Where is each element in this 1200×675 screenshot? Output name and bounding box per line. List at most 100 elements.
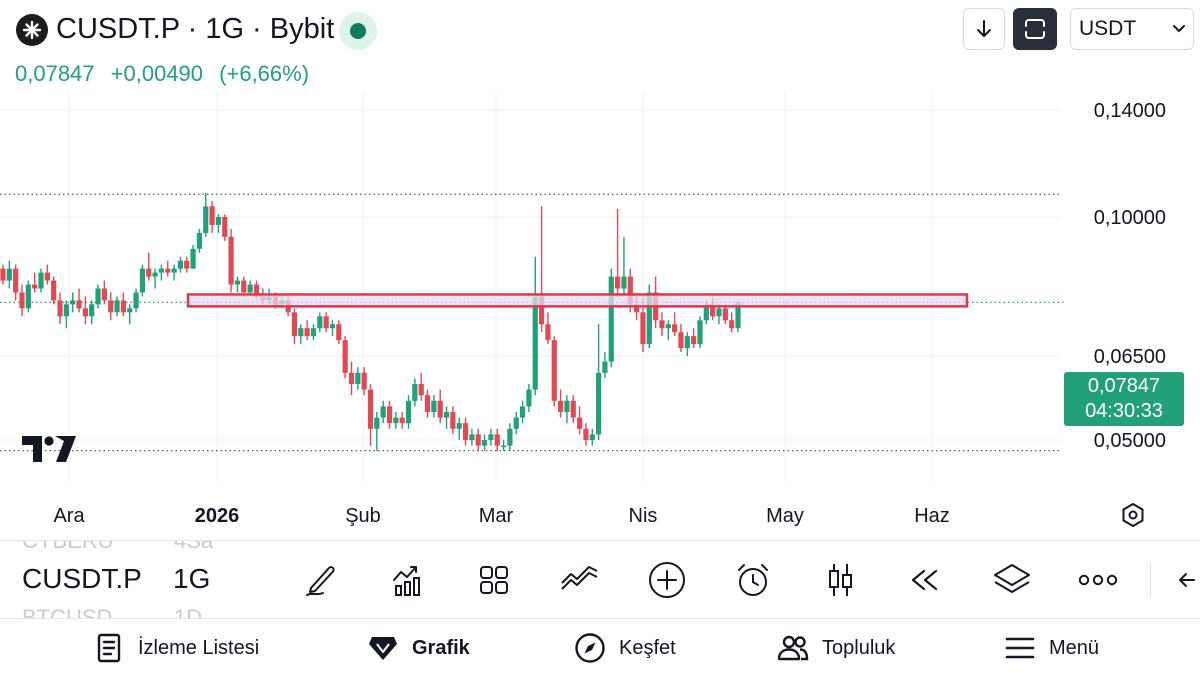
candle-body — [589, 434, 595, 440]
candle-body — [203, 206, 209, 233]
zone-rectangle[interactable] — [186, 293, 969, 308]
candle-body — [222, 217, 228, 237]
candle-body — [640, 312, 646, 345]
candle — [101, 280, 107, 305]
candle-body — [697, 320, 703, 345]
collapse-toolbar-button[interactable] — [1172, 559, 1200, 601]
indicators-button[interactable] — [386, 559, 430, 601]
toolbar-symbol[interactable]: CUSDT.P — [22, 563, 142, 594]
candle — [405, 395, 412, 429]
nav-menu[interactable]: Menü — [1003, 631, 1099, 665]
chart-canvas[interactable]: 0,14000 0,10000 0,06500 0,05000 Ara 2026 Şub M… — [0, 90, 1200, 538]
candle-body — [228, 236, 234, 285]
candle-body — [209, 206, 215, 225]
candle — [608, 268, 614, 368]
indicators-icon — [393, 566, 420, 596]
candle-body — [76, 300, 82, 309]
nav-watchlist[interactable]: İzleme Listesi — [92, 631, 259, 665]
candle — [89, 300, 95, 325]
time-axis-label: Haz — [914, 505, 950, 527]
prev-watchlist-symbol[interactable]: CYBERU 4Sa — [22, 540, 213, 554]
price-axis-label: 0,14000 — [1094, 100, 1166, 122]
currency-select[interactable]: USDT — [1070, 8, 1194, 50]
add-button[interactable] — [645, 559, 689, 601]
candle-body — [710, 304, 716, 317]
candle — [374, 412, 380, 452]
candle-body — [443, 412, 450, 418]
replay-button[interactable] — [903, 559, 947, 601]
candle-body — [519, 406, 526, 418]
objects-tree-button[interactable] — [990, 559, 1034, 601]
candle — [158, 264, 165, 281]
candle — [672, 312, 678, 337]
last-price-tag: 0,07847 04:30:33 — [1064, 372, 1184, 426]
candle-body — [608, 276, 614, 362]
nav-community[interactable]: Topluluk — [776, 631, 895, 665]
candle — [70, 292, 76, 313]
chart-settings-button[interactable] — [1116, 498, 1150, 532]
candle — [545, 312, 551, 345]
layers-icon — [994, 564, 1030, 593]
candle-body — [564, 400, 570, 412]
candle-body — [139, 268, 145, 293]
candle — [684, 332, 690, 356]
candle — [310, 324, 317, 341]
candle — [532, 256, 538, 396]
symbol-title[interactable]: CUSDT.P · 1G · Bybit — [56, 13, 335, 45]
diamond-chart-icon — [366, 631, 400, 665]
price-axis-label: 0,10000 — [1094, 207, 1166, 229]
candle — [570, 395, 576, 424]
drawing-tools-button[interactable] — [299, 559, 343, 601]
chart-type-button[interactable] — [558, 559, 602, 601]
candle-body — [469, 434, 475, 440]
candle-body — [634, 304, 640, 313]
candle — [38, 268, 44, 293]
layouts-button[interactable] — [472, 559, 516, 601]
candle-body — [386, 406, 393, 424]
scroll-to-latest-button[interactable] — [963, 8, 1005, 50]
candle — [361, 367, 367, 396]
prev-symbol-label: CYBERU — [22, 540, 114, 553]
candle-body — [19, 292, 25, 309]
time-axis-label: Şub — [345, 505, 381, 527]
candle-body — [672, 324, 678, 333]
nav-watchlist-label: İzleme Listesi — [138, 636, 260, 659]
candles-style-button[interactable] — [818, 559, 862, 601]
candle-body — [526, 389, 532, 407]
price-chart[interactable]: 0,14000 0,10000 0,06500 0,05000 Ara 2026 Şub M… — [0, 90, 1200, 538]
alarm-clock-icon — [738, 564, 768, 596]
alert-button[interactable] — [731, 559, 775, 601]
candle — [462, 417, 469, 446]
candle-body — [481, 440, 488, 446]
candle-body — [51, 280, 57, 301]
candle-countdown: 04:30:33 — [1085, 400, 1163, 422]
candle — [367, 384, 374, 446]
candle-body — [329, 324, 336, 329]
candle — [304, 320, 310, 341]
nav-explore[interactable]: Keşfet — [573, 631, 676, 665]
candle-body — [317, 316, 323, 329]
compare-lines-icon — [561, 566, 598, 590]
chart-header: CUSDT.P · 1G · Bybit 0,07847 +0,00490 (+… — [0, 0, 1200, 100]
candle-body — [25, 284, 31, 309]
pen-icon — [306, 566, 335, 596]
nav-chart[interactable]: Grafik — [366, 631, 470, 665]
nav-community-label: Topluluk — [822, 636, 896, 659]
candle — [19, 284, 25, 317]
toolbar-interval[interactable]: 1G — [173, 563, 211, 594]
fullscreen-button[interactable] — [1013, 8, 1057, 50]
people-icon — [776, 631, 810, 665]
candle — [386, 400, 393, 429]
candle-body — [367, 389, 374, 429]
candle — [76, 288, 82, 313]
candle-body — [405, 400, 412, 424]
next-watchlist-symbol[interactable]: BTCUSD 1D — [22, 605, 202, 618]
more-button[interactable] — [1076, 559, 1120, 601]
candle — [615, 208, 621, 297]
market-status-indicator[interactable] — [339, 12, 377, 50]
candle — [500, 440, 507, 452]
zone-box[interactable] — [186, 293, 969, 308]
candle-body — [70, 300, 76, 305]
candle — [722, 304, 728, 325]
candle-body — [735, 302, 741, 329]
